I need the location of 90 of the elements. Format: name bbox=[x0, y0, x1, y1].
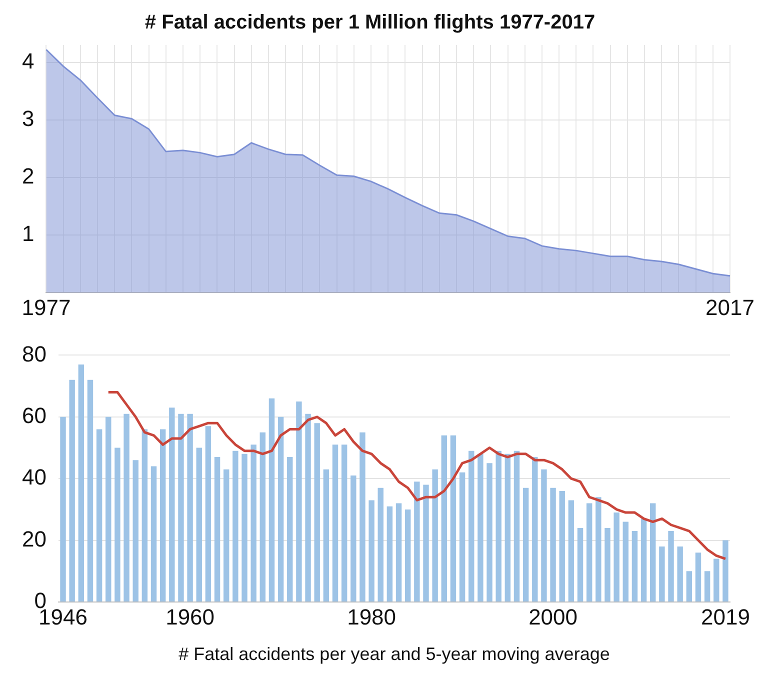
bar bbox=[568, 500, 574, 602]
bar bbox=[668, 531, 674, 602]
bar bbox=[432, 469, 438, 602]
bar bbox=[178, 414, 184, 602]
bar bbox=[622, 522, 628, 602]
y-tick-label: 3 bbox=[22, 106, 34, 131]
bar bbox=[242, 454, 248, 602]
bar bbox=[69, 380, 75, 602]
bar bbox=[486, 463, 492, 602]
y-tick-label: 20 bbox=[22, 526, 46, 552]
bar bbox=[714, 558, 720, 602]
bar bbox=[305, 414, 311, 602]
bar bbox=[450, 435, 456, 602]
bar bbox=[214, 457, 220, 602]
bar bbox=[142, 429, 148, 602]
bar bbox=[522, 488, 529, 602]
y-tick-label: 80 bbox=[22, 341, 46, 366]
bar bbox=[332, 444, 338, 602]
bar bbox=[704, 571, 710, 602]
x-tick-label: 2019 bbox=[700, 604, 750, 630]
bar bbox=[360, 432, 366, 602]
y-tick-label: 1 bbox=[22, 221, 34, 246]
bar bbox=[686, 571, 692, 602]
bar bbox=[250, 444, 256, 602]
bar bbox=[60, 416, 66, 602]
bar bbox=[368, 500, 374, 602]
bar bbox=[314, 423, 320, 602]
bar bbox=[350, 476, 356, 602]
bar bbox=[106, 416, 112, 602]
bar bbox=[640, 518, 647, 602]
x-tick-label: 2000 bbox=[528, 604, 578, 630]
bar bbox=[160, 429, 166, 602]
bar bbox=[287, 457, 293, 602]
bar bbox=[114, 448, 120, 602]
bar bbox=[722, 540, 728, 602]
bar bbox=[423, 484, 429, 602]
bar bbox=[459, 472, 466, 602]
bar bbox=[577, 528, 584, 602]
bar bbox=[559, 490, 565, 602]
bar bbox=[632, 531, 638, 602]
bar bbox=[169, 408, 175, 602]
bar bbox=[150, 466, 157, 602]
x-tick-label: 1960 bbox=[166, 604, 215, 630]
bar bbox=[659, 546, 665, 602]
y-tick-label: 60 bbox=[22, 402, 46, 428]
bar bbox=[604, 528, 610, 602]
bar bbox=[532, 457, 538, 602]
bar bbox=[396, 503, 402, 602]
bar bbox=[132, 460, 138, 602]
bar bbox=[124, 414, 130, 602]
bar bbox=[205, 426, 212, 602]
bar bbox=[404, 509, 411, 602]
y-tick-label: 4 bbox=[22, 48, 34, 74]
bar bbox=[650, 503, 656, 602]
x-tick-label: 1980 bbox=[347, 604, 396, 630]
bar bbox=[677, 546, 683, 602]
bar bbox=[414, 482, 420, 602]
bar bbox=[541, 469, 547, 602]
bar bbox=[296, 401, 302, 602]
bar bbox=[87, 380, 94, 602]
bar bbox=[78, 364, 84, 602]
x-tick-label: 1977 bbox=[22, 294, 71, 320]
bar bbox=[341, 444, 348, 602]
y-tick-label: 2 bbox=[22, 164, 34, 188]
bar bbox=[187, 414, 193, 602]
bar bbox=[223, 469, 230, 602]
bar bbox=[268, 398, 275, 602]
bar bbox=[586, 503, 592, 602]
chart-title: # Fatal accidents per 1 Million flights 1977-2017 bbox=[144, 12, 596, 34]
bar bbox=[96, 429, 102, 602]
x-axis-title: # Fatal accidents per year and 5-year moving average bbox=[178, 644, 610, 664]
bar bbox=[468, 450, 474, 602]
bar bbox=[478, 454, 484, 602]
bar bbox=[386, 506, 393, 602]
bar bbox=[323, 469, 330, 602]
bar bbox=[514, 450, 520, 602]
bar bbox=[260, 432, 266, 602]
bar bbox=[441, 435, 448, 602]
bar bbox=[278, 416, 284, 602]
x-tick-label: 2017 bbox=[706, 294, 754, 320]
bar bbox=[496, 450, 502, 602]
bar bbox=[196, 448, 202, 602]
bar bbox=[550, 488, 556, 602]
bar bbox=[232, 450, 238, 602]
bar bbox=[596, 497, 602, 602]
y-tick-label: 40 bbox=[22, 464, 46, 490]
bar bbox=[614, 512, 620, 602]
bar bbox=[504, 454, 511, 602]
bar bbox=[378, 488, 384, 602]
bar bbox=[695, 552, 702, 602]
